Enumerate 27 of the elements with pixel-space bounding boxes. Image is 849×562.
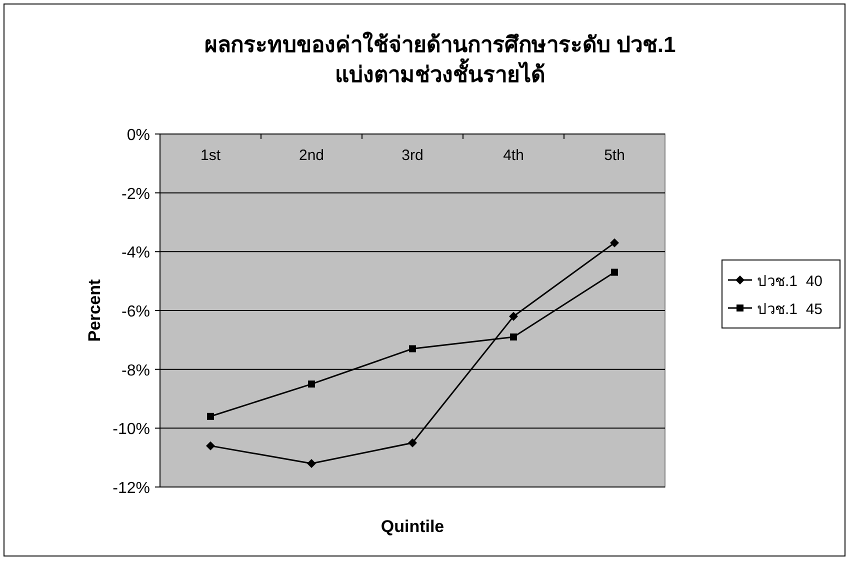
x-tick-label: 4th: [503, 147, 524, 164]
y-tick-label: -12%: [112, 480, 150, 497]
x-tick-label: 5th: [604, 147, 625, 164]
y-tick-label: -10%: [112, 421, 150, 438]
point: [206, 441, 215, 450]
point: [207, 412, 214, 420]
x-tick-label: 3rd: [402, 147, 424, 164]
point: [409, 345, 416, 352]
x-tick-label: 2nd: [298, 147, 324, 164]
point: [611, 268, 618, 276]
y-tick-label: -6%: [122, 304, 150, 320]
point: [408, 438, 417, 448]
point: [610, 238, 619, 248]
chart-title: ผลกระทบของค่าใช้จ่ายด้านการศึกษาระดับ ปวช.1 แบ่งตามช่วงชั้นรายได้: [204, 31, 676, 87]
x-axis-title: Quintile: [380, 517, 444, 536]
y-tick-label: -2%: [122, 186, 150, 203]
y-tick-label: -4%: [122, 244, 150, 262]
point: [510, 333, 517, 340]
y-tick-label: -8%: [122, 362, 150, 380]
y-axis-title: Percent: [85, 278, 104, 342]
point: [509, 312, 518, 321]
legend-label: ปวช.1 40: [757, 273, 823, 290]
y-tick-label: 0%: [126, 127, 150, 144]
x-tick-label: 1st: [200, 147, 222, 164]
point: [308, 380, 315, 388]
legend-label: ปวช.1 45: [757, 301, 823, 318]
point: [307, 458, 316, 468]
